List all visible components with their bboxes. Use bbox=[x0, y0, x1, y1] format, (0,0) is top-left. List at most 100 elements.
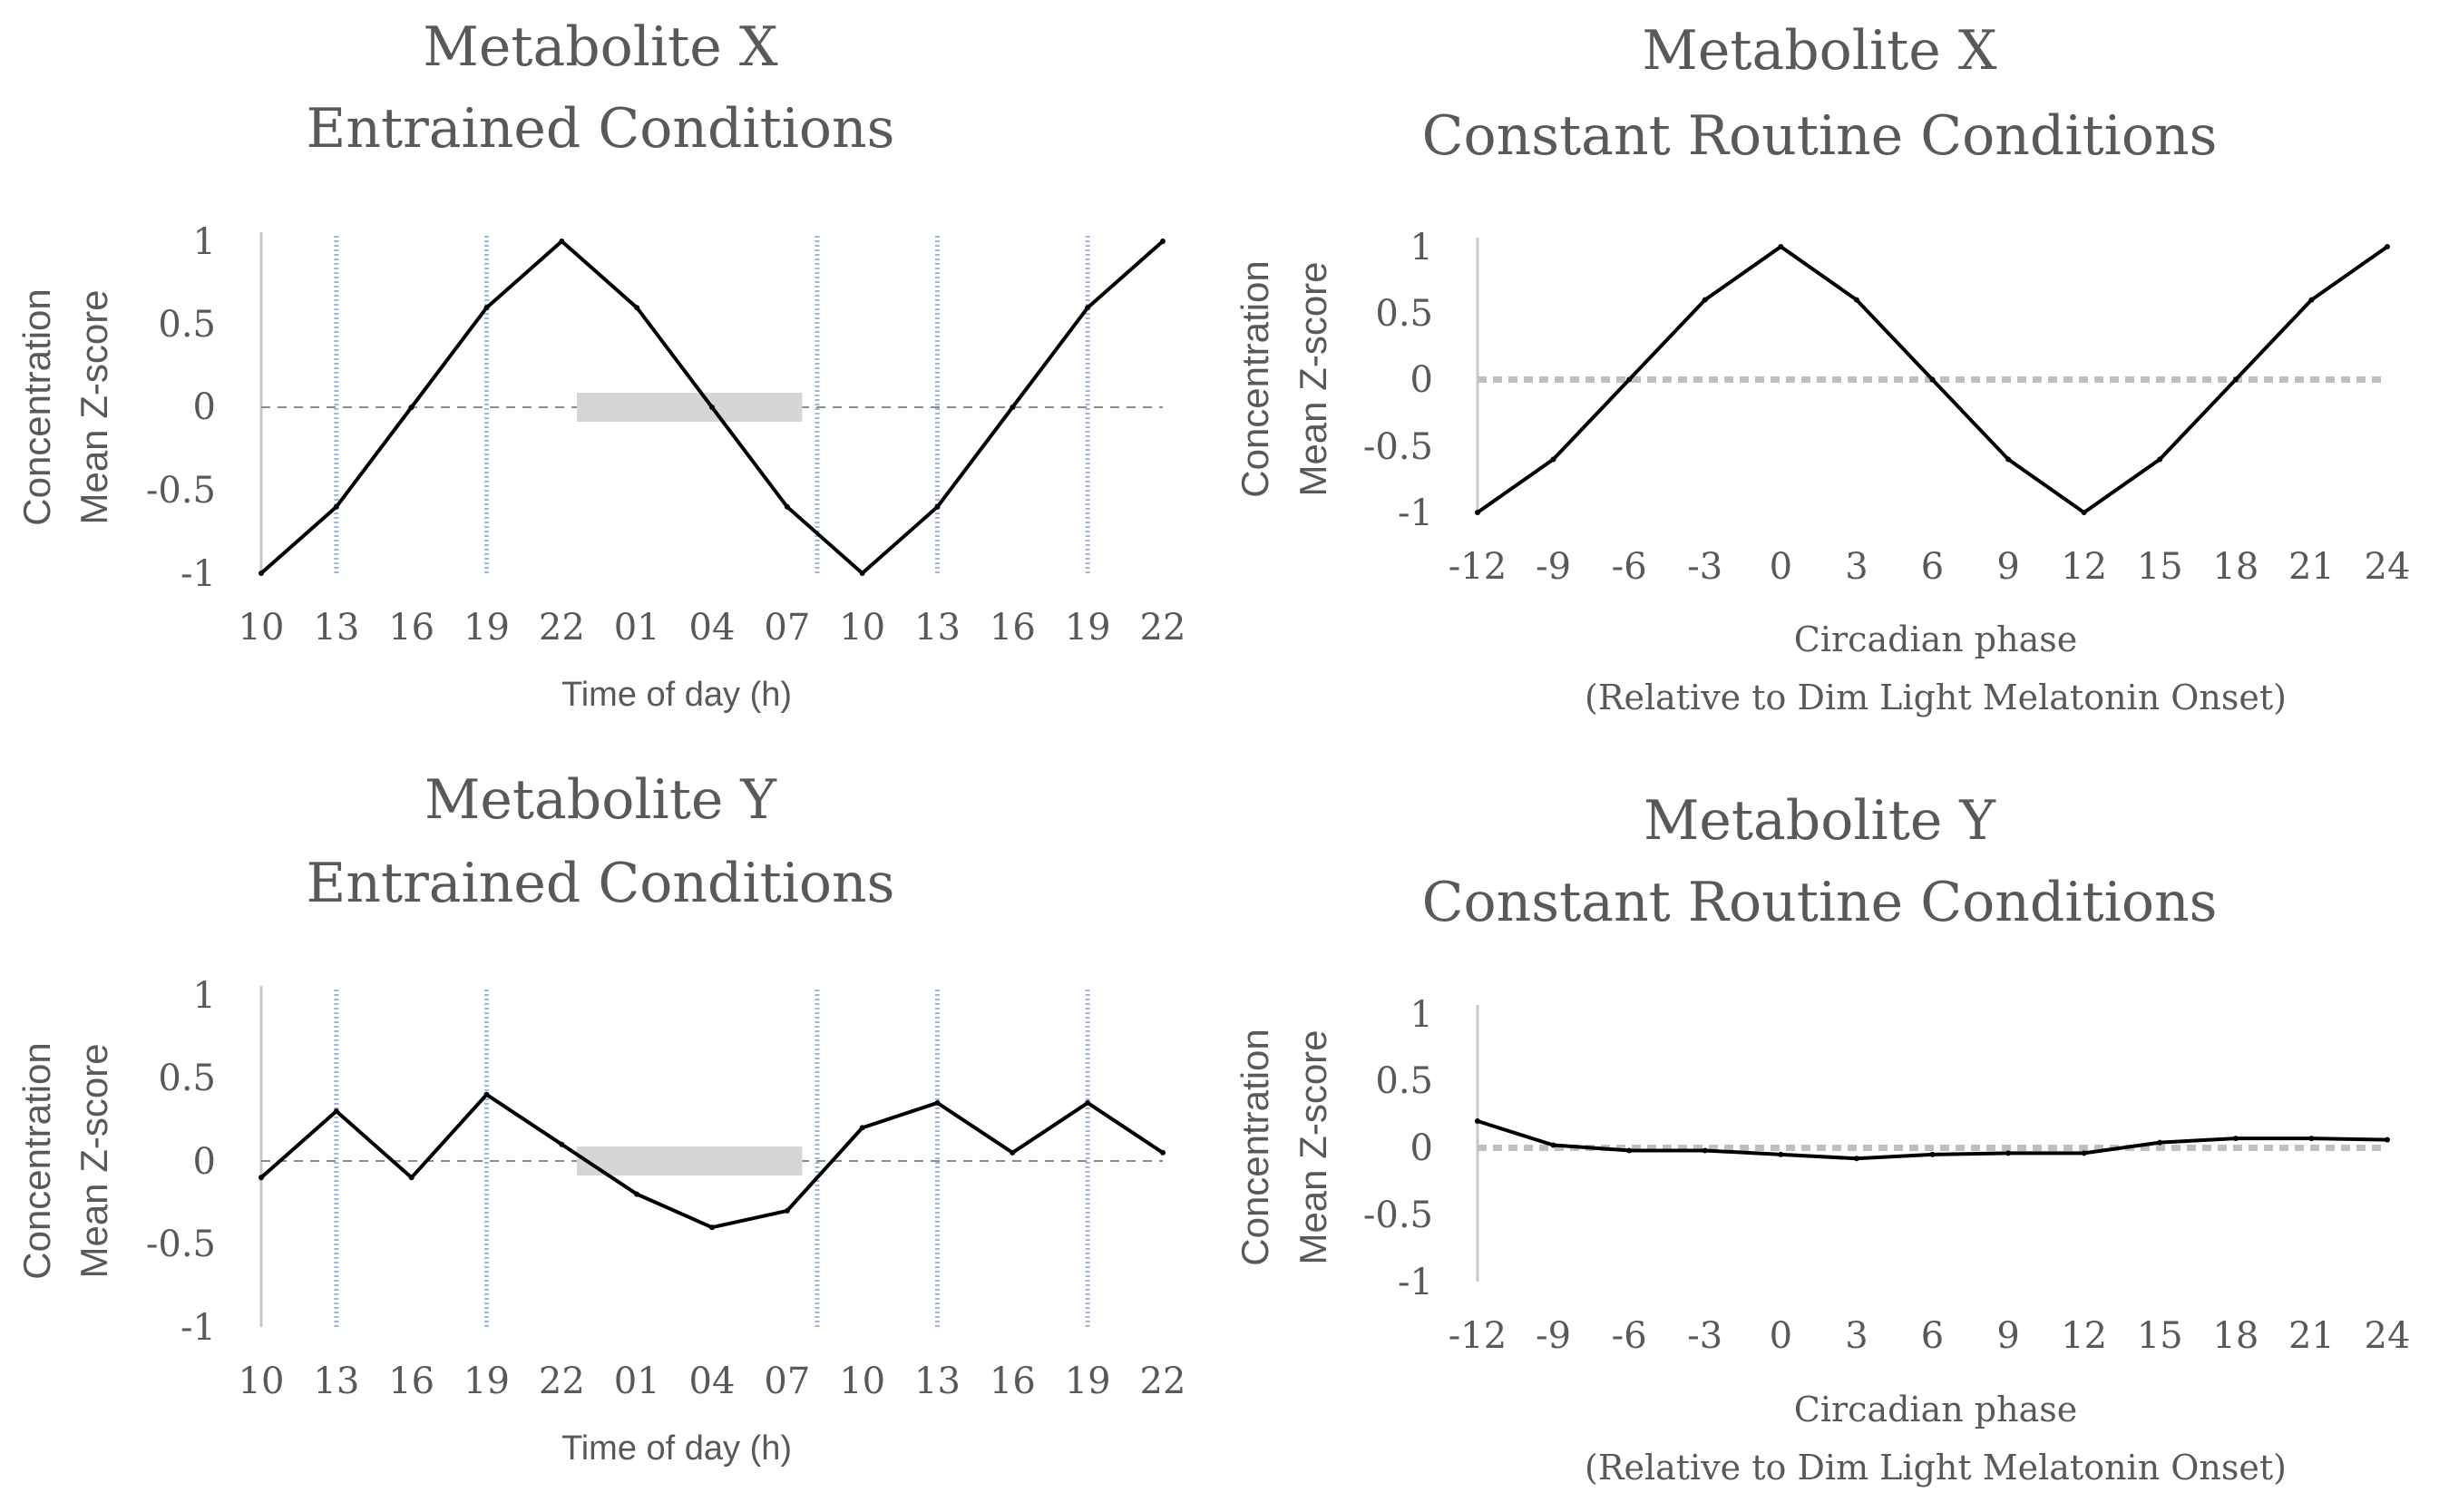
y-tick-label: -1 bbox=[180, 1307, 216, 1349]
data-point bbox=[1853, 297, 1859, 303]
chart-title-line: Metabolite Y bbox=[1644, 789, 1996, 853]
x-tick-label: 3 bbox=[1845, 546, 1868, 588]
x-axis-label: Circadian phase bbox=[1794, 619, 2077, 659]
y-tick-label: -1 bbox=[1398, 493, 1433, 534]
data-point bbox=[784, 1207, 790, 1214]
x-tick-label: -3 bbox=[1687, 1315, 1722, 1357]
x-axis-label: (Relative to Dim Light Melatonin Onset) bbox=[1585, 678, 2287, 717]
x-tick-label: 10 bbox=[839, 1361, 885, 1402]
data-point bbox=[1085, 1099, 1091, 1106]
x-axis-label: Time of day (h) bbox=[561, 1429, 792, 1468]
x-tick-label: 18 bbox=[2212, 546, 2259, 588]
x-tick-label: 24 bbox=[2365, 1315, 2411, 1357]
x-tick-label: 18 bbox=[2212, 1315, 2259, 1357]
y-axis-label: Mean Z-score bbox=[73, 289, 115, 524]
x-tick-label: 24 bbox=[2365, 546, 2411, 588]
data-point bbox=[259, 571, 264, 576]
y-axis-label: Concentration bbox=[15, 288, 58, 526]
x-tick-label: 22 bbox=[1140, 1361, 1186, 1402]
y-tick-label: 1 bbox=[1410, 227, 1433, 268]
data-point bbox=[1929, 376, 1936, 383]
x-tick-label: 16 bbox=[388, 1361, 434, 1402]
data-point bbox=[559, 239, 565, 244]
data-point bbox=[709, 405, 715, 410]
x-tick-label: 19 bbox=[1065, 1361, 1111, 1402]
y-axis-label: Mean Z-score bbox=[1292, 1029, 1334, 1264]
data-point bbox=[1550, 456, 1556, 463]
data-point bbox=[1929, 1151, 1936, 1157]
y-tick-label: 0 bbox=[1410, 1127, 1433, 1169]
sleep-period-bar bbox=[576, 393, 803, 422]
x-axis-label: Circadian phase bbox=[1794, 1390, 2077, 1429]
data-point bbox=[2385, 244, 2390, 249]
data-point bbox=[709, 1224, 715, 1231]
data-point bbox=[1085, 305, 1091, 311]
y-tick-label: 0.5 bbox=[1375, 293, 1433, 335]
x-tick-label: 22 bbox=[539, 607, 585, 649]
x-tick-label: 13 bbox=[914, 1361, 961, 1402]
x-tick-label: 19 bbox=[1065, 607, 1111, 649]
data-point bbox=[784, 503, 790, 510]
data-point bbox=[1010, 1149, 1016, 1156]
data-point bbox=[333, 503, 339, 510]
x-tick-label: -9 bbox=[1536, 1315, 1571, 1357]
data-point bbox=[634, 305, 640, 311]
y-axis-label: Concentration bbox=[1234, 260, 1276, 498]
y-tick-label: -0.5 bbox=[146, 1224, 216, 1265]
chart-title-line: Metabolite X bbox=[423, 15, 777, 79]
data-point bbox=[2157, 456, 2163, 463]
chart-title-line: Constant Routine Conditions bbox=[1422, 104, 2218, 168]
x-tick-label: 13 bbox=[313, 607, 359, 649]
x-tick-label: 22 bbox=[1140, 607, 1186, 649]
x-tick-label: -6 bbox=[1612, 1315, 1647, 1357]
data-point bbox=[1010, 405, 1016, 410]
data-point bbox=[559, 1141, 565, 1147]
chart-title-line: Constant Routine Conditions bbox=[1422, 871, 2218, 934]
y-axis-label: Mean Z-score bbox=[1292, 261, 1334, 496]
y-tick-label: 0 bbox=[1410, 359, 1433, 401]
data-point bbox=[1475, 510, 1480, 515]
chart-title-line: Entrained Conditions bbox=[307, 97, 895, 161]
data-point bbox=[1550, 1142, 1556, 1148]
data-point bbox=[2005, 456, 2012, 463]
x-tick-label: 22 bbox=[539, 1361, 585, 1402]
data-point bbox=[1702, 297, 1708, 303]
data-point bbox=[2308, 297, 2315, 303]
x-tick-label: 04 bbox=[689, 1361, 736, 1402]
y-tick-label: 0 bbox=[193, 386, 216, 428]
y-tick-label: -0.5 bbox=[146, 470, 216, 512]
data-point bbox=[2308, 1136, 2315, 1142]
x-tick-label: -12 bbox=[1449, 1315, 1507, 1357]
x-tick-label: 07 bbox=[764, 1361, 810, 1402]
data-point bbox=[2157, 1139, 2163, 1146]
x-tick-label: 12 bbox=[2061, 546, 2107, 588]
data-point bbox=[1475, 1118, 1480, 1124]
data-point bbox=[1626, 376, 1633, 383]
x-tick-label: -6 bbox=[1612, 546, 1647, 588]
y-tick-label: 0.5 bbox=[158, 1058, 216, 1099]
data-point bbox=[859, 1125, 865, 1131]
data-point bbox=[259, 1175, 264, 1181]
data-point bbox=[483, 1091, 490, 1097]
data-point bbox=[1626, 1147, 1633, 1154]
data-point bbox=[1778, 1151, 1784, 1157]
chart-title-line: Metabolite X bbox=[1642, 19, 1996, 83]
x-tick-label: 16 bbox=[990, 1361, 1036, 1402]
x-axis-label: (Relative to Dim Light Melatonin Onset) bbox=[1585, 1448, 2287, 1488]
x-tick-label: 13 bbox=[313, 1361, 359, 1402]
data-point bbox=[408, 405, 415, 410]
sleep-period-bar bbox=[576, 1146, 803, 1175]
data-point bbox=[1160, 239, 1166, 244]
y-tick-label: 1 bbox=[193, 221, 216, 263]
x-tick-label: 9 bbox=[1996, 546, 2019, 588]
data-point bbox=[859, 571, 865, 576]
data-point bbox=[483, 305, 490, 311]
x-tick-label: -12 bbox=[1449, 546, 1507, 588]
data-point bbox=[333, 1108, 339, 1115]
x-tick-label: 9 bbox=[1996, 1315, 2019, 1357]
x-tick-label: 04 bbox=[689, 607, 736, 649]
x-tick-label: 3 bbox=[1845, 1315, 1868, 1357]
x-tick-label: 6 bbox=[1921, 546, 1944, 588]
x-tick-label: 10 bbox=[239, 1361, 285, 1402]
